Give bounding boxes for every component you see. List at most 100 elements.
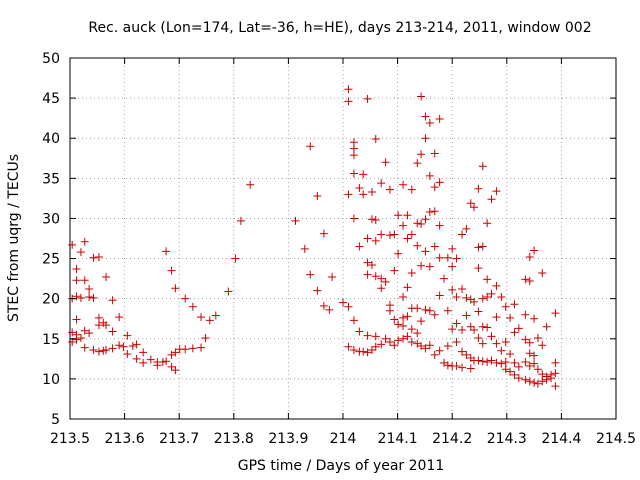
data-point-marker [371,332,380,341]
data-point-marker [497,293,506,302]
data-point-marker [466,364,475,373]
data-point-marker [313,191,322,200]
grid-lines [70,58,616,419]
data-point-marker [108,296,117,305]
data-point-marker [158,358,167,367]
data-point-marker [76,293,85,302]
data-point-marker [381,277,390,286]
data-point-marker [425,118,434,127]
data-point-marker [466,199,475,208]
data-point-marker [458,230,467,239]
data-point-marker [530,378,539,387]
data-point-marker [102,321,111,330]
data-point-marker [132,354,141,363]
data-point-marker [440,274,449,283]
data-point-marker [525,277,534,286]
data-point-marker [108,327,117,336]
data-point-marker [94,321,103,330]
data-point-marker [474,184,483,193]
data-point-marker [385,337,394,346]
data-point-marker [246,180,255,189]
x-tick-label: 214.4 [541,431,581,447]
x-axis-ticks: 213.5 213.6 213.7 213.8 213.9 214 214.1 214.2 21… [50,58,636,447]
data-point-marker [478,339,487,348]
data-point-marker [492,281,501,290]
data-point-marker [108,344,117,353]
data-point-marker [425,341,434,350]
data-point-marker [102,346,111,355]
data-point-marker [497,359,506,368]
data-point-marker [483,293,492,302]
y-axis-label: STEC from uqrg / TECUs [6,154,22,322]
data-point-marker [430,242,439,251]
data-point-marker [521,375,530,384]
data-point-marker [399,313,408,322]
data-point-marker [377,274,386,283]
y-tick-label: 40 [42,131,60,147]
y-tick-label: 45 [42,91,60,107]
y-axis-ticks: 5 10 15 20 25 30 35 40 45 50 [42,51,616,428]
data-point-marker [407,185,416,194]
data-point-marker [349,169,358,178]
data-point-marker [128,341,137,350]
data-point-marker [72,276,81,285]
data-point-marker [349,214,358,223]
data-point-marker [521,358,530,367]
data-point-marker [119,342,128,351]
x-tick-label: 214.3 [487,431,527,447]
data-point-marker [363,270,372,279]
data-point-marker [188,302,197,311]
data-point-marker [421,215,430,224]
data-point-marker [211,311,220,320]
data-point-marker [470,203,479,212]
data-point-marker [483,358,492,367]
data-point-marker [339,298,347,307]
data-point-marker [115,313,124,322]
data-point-marker [171,366,180,375]
data-point-marker [359,347,368,356]
data-point-marker [510,300,519,309]
data-point-marker [102,273,111,282]
data-point-marker [525,362,534,371]
data-point-marker [385,231,394,240]
data-point-marker [435,346,444,355]
data-point-marker [421,305,430,314]
data-point-marker [371,216,380,225]
data-point-marker [94,252,103,261]
data-point-marker [533,333,542,342]
data-point-marker [462,350,471,359]
data-point-marker [478,162,487,171]
data-point-marker [359,170,368,179]
data-point-marker [325,305,334,314]
data-point-marker [551,382,560,391]
data-point-marker [231,254,240,263]
data-point-marker [399,334,408,343]
data-point-marker [371,272,380,281]
data-point-marker [448,244,457,253]
data-point-marker [344,85,353,94]
data-point-marker [435,114,444,123]
data-point-marker [521,335,530,344]
data-point-marker [132,340,141,349]
data-point-marker [413,219,422,228]
data-point-marker [80,343,89,352]
y-tick-label: 35 [42,171,60,187]
data-point-marker [80,237,89,246]
data-point-marker [385,306,394,315]
data-point-marker [551,309,560,318]
data-point-marker [417,150,426,159]
data-point-marker [458,363,467,372]
data-point-marker [417,261,426,270]
data-point-marker [492,313,501,322]
data-point-marker [487,195,496,204]
data-point-marker [355,242,364,251]
y-tick-label: 20 [42,292,60,308]
data-point-marker [407,337,416,346]
data-point-marker [542,322,551,331]
x-tick-label: 213.6 [105,431,145,447]
data-point-marker [89,253,98,262]
y-tick-label: 30 [42,211,60,227]
data-point-marker [80,276,89,285]
data-point-marker [492,187,501,196]
